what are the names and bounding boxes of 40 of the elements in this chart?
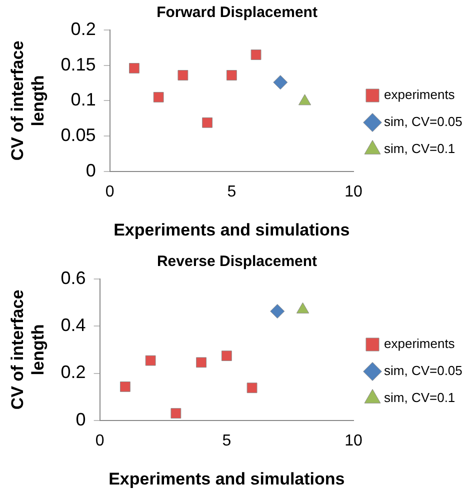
point [250, 50, 262, 60]
x-tick-label: 5 [222, 432, 232, 450]
point [145, 355, 156, 366]
point [226, 70, 237, 80]
point [129, 62, 140, 74]
point [120, 382, 130, 392]
point [178, 70, 188, 80]
y-tick-label: 0.6 [60, 268, 86, 288]
y-tick-label: 0 [86, 160, 96, 180]
y-axis-title: CV of interface length [8, 290, 48, 410]
x-tick-label: 0 [105, 183, 114, 200]
x-tick-label: 5 [227, 183, 236, 200]
legend-label: sim, CV=0.05 [384, 363, 462, 378]
y-tick-label: 0.05 [60, 125, 96, 146]
x-axis-title: Experiments and simulations [108, 469, 345, 488]
legend-label: experiments [384, 336, 456, 352]
x-tick-label: 10 [344, 183, 362, 200]
point [170, 408, 182, 419]
y-tick-label: 0.4 [60, 315, 86, 336]
point [202, 117, 212, 128]
y-axis-title: CV of interface length [8, 40, 48, 161]
point [153, 92, 164, 102]
legend-label: sim, CV=0.1 [384, 390, 456, 406]
chart-title: Reverse Displacement [156, 253, 318, 270]
x-axis-title: Experiments and simulations [114, 220, 350, 240]
legend-label: experiments [384, 87, 456, 102]
point [221, 350, 232, 362]
chart-title: Forward Displacement [156, 4, 318, 22]
y-tick-label: 0 [76, 409, 86, 430]
legend-label: sim, CV=0.1 [384, 141, 456, 156]
y-tick-label: 0.15 [60, 54, 96, 74]
y-tick-label: 0.2 [70, 18, 96, 39]
y-tick-label: 0.1 [70, 90, 96, 110]
x-tick-label: 10 [344, 432, 362, 450]
point [196, 357, 206, 368]
point [270, 304, 285, 319]
point [246, 382, 258, 394]
y-tick-label: 0.2 [60, 362, 86, 382]
legend-label: sim, CV=0.05 [384, 114, 462, 130]
point [273, 75, 288, 90]
